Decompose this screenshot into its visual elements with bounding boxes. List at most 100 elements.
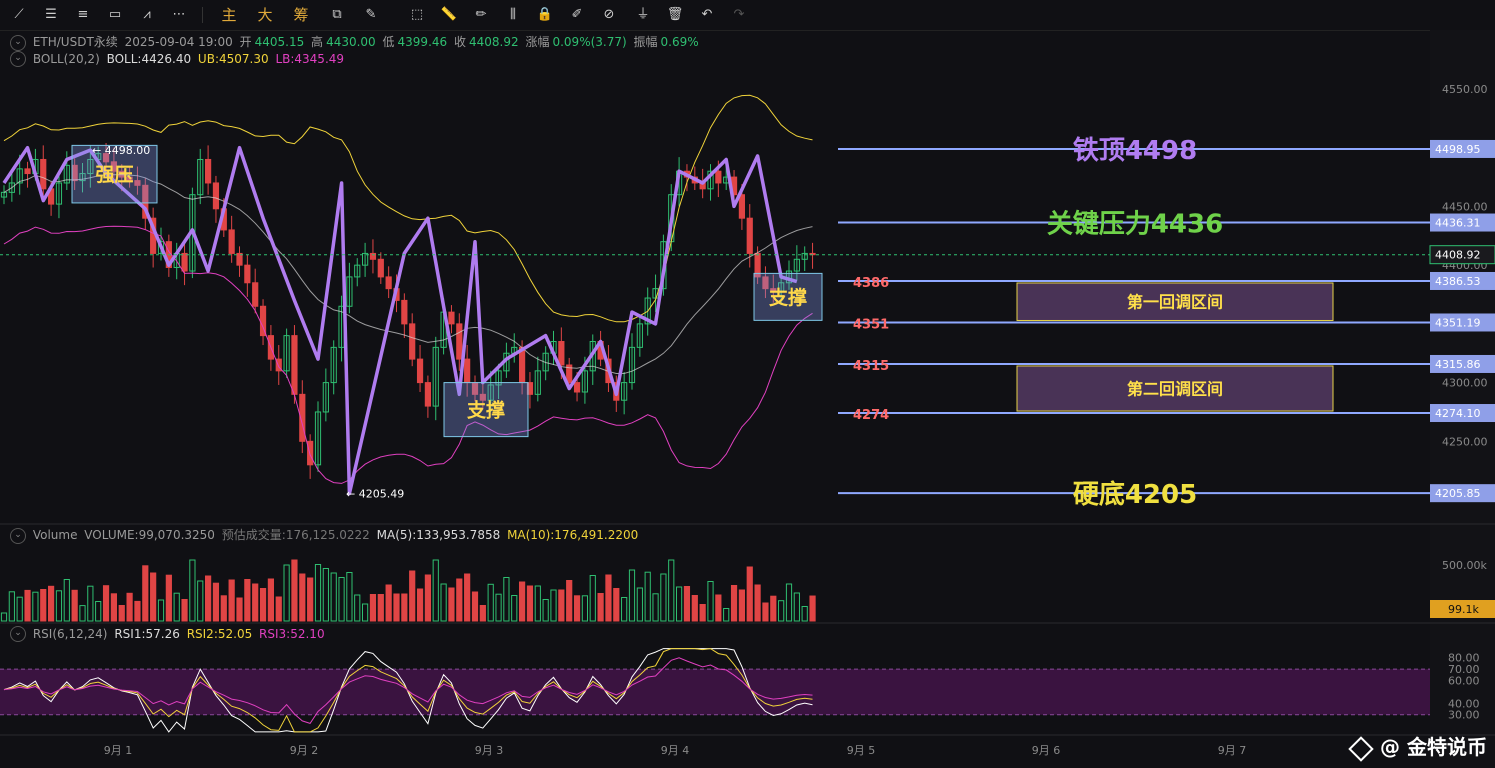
chart-area[interactable]: 4550.004450.004400.004300.004250.00强压支撑支…: [0, 30, 1495, 768]
volume-bar: [558, 589, 565, 622]
volume-bar: [102, 585, 110, 622]
volume-header: ⌄ Volume VOLUME:99,070.3250 预估成交量:176,12…: [10, 526, 641, 544]
volume-bar: [322, 568, 329, 622]
chips-button[interactable]: 筹: [293, 6, 309, 24]
main-indicator-button[interactable]: 主: [221, 6, 237, 24]
volume-bar: [354, 594, 361, 622]
volume-bar: [252, 583, 259, 622]
candle-body: [102, 153, 110, 163]
candle-body: [762, 276, 769, 290]
magnet-icon[interactable]: ⧉: [332, 7, 342, 22]
volume-bar: [511, 595, 518, 622]
collapse-icon[interactable]: ⌄: [10, 34, 26, 51]
volume-bar: [205, 575, 212, 622]
volume-bar: [362, 603, 369, 622]
volume-bar: [259, 588, 267, 622]
wave-tool-icon[interactable]: ⩘: [143, 7, 151, 22]
brush-icon[interactable]: ✎: [365, 7, 377, 22]
volume-bar: [676, 586, 683, 622]
candle-body: [197, 158, 204, 196]
estimated-volume-value: :176,125.0222: [281, 528, 370, 542]
volume-bar: [283, 564, 290, 622]
candle-body: [793, 258, 800, 272]
level-axis-label: 4436.31: [1435, 217, 1481, 230]
rectangle-icon[interactable]: ▭: [108, 7, 122, 22]
rsi2-value: RSI2:52.05: [186, 626, 253, 641]
parallel-channel-icon[interactable]: ≡: [77, 7, 89, 22]
note-icon[interactable]: ✐: [571, 7, 583, 22]
level-value-label: 4274: [853, 408, 889, 423]
line-tool-icon[interactable]: ⟋: [14, 7, 24, 22]
rsi-tick-label: 60.00: [1448, 675, 1480, 688]
candle-body: [573, 382, 581, 393]
candle-body: [55, 182, 63, 205]
filter-icon[interactable]: ⏚: [636, 7, 650, 22]
watermark-text: @ 金特说币: [1380, 735, 1487, 759]
level-axis-label: 4274.10: [1435, 407, 1481, 420]
volume-bar: [738, 589, 745, 622]
candle-body: [181, 252, 188, 272]
candles-icon[interactable]: ⫼: [510, 7, 516, 22]
candle-body: [495, 370, 502, 386]
lock-icon[interactable]: 🔒: [536, 7, 554, 22]
volume-bar: [8, 591, 15, 622]
select-icon[interactable]: ⬚: [410, 7, 424, 22]
collapse-icon[interactable]: ⌄: [10, 51, 26, 67]
level-axis-tag: [1430, 354, 1495, 373]
close-value: 4408.92: [469, 35, 519, 49]
change-label: 涨幅: [525, 35, 550, 49]
level-axis-label: 4205.85: [1435, 487, 1481, 500]
volume-bar: [754, 584, 761, 622]
rsi3-line: [3, 657, 813, 724]
candle-body: [636, 323, 643, 348]
candle-body: [581, 370, 588, 393]
time-tick-label: 9月 4: [661, 744, 690, 757]
candle-body: [63, 164, 70, 184]
candle-body: [126, 176, 133, 182]
rsi2-line: [3, 648, 813, 733]
ruler-icon[interactable]: 📏: [440, 7, 458, 22]
candle-body: [432, 346, 439, 407]
volume-bar: [307, 577, 314, 622]
time-tick-label: 9月 7: [1218, 744, 1247, 757]
drawing-toolbar: ⟋ ☰ ≡ ▭ ⩘ ⋯ 主 大 筹 ⧉ ✎ ⬚ 📏 ✏ ⫼ 🔒 ✐ ⊘ ⏚ 🗑 …: [0, 0, 1495, 31]
large-order-button[interactable]: 大: [257, 6, 273, 24]
collapse-icon[interactable]: ⌄: [10, 527, 26, 544]
candle-body: [377, 258, 384, 278]
symbol-label: ETH/USDT永续: [32, 35, 118, 49]
trash-icon[interactable]: 🗑: [666, 7, 684, 22]
candle-body: [644, 297, 651, 325]
candle-body: [24, 168, 31, 175]
volume-bar: [566, 580, 573, 622]
current-price-tag: [1429, 245, 1495, 265]
volume-bar: [267, 578, 274, 622]
candle-body: [385, 276, 392, 290]
open-value: 4405.15: [254, 35, 305, 49]
open-label: 开: [239, 35, 252, 49]
time-tick-label: 9月 5: [847, 744, 876, 757]
price-tick-label: 4300.00: [1442, 377, 1488, 390]
more-icon[interactable]: ⋯: [172, 7, 186, 22]
diamond-logo-icon: [1348, 735, 1374, 762]
undo-icon[interactable]: ↶: [701, 7, 713, 22]
volume-bar: [48, 585, 55, 622]
rsi-label: RSI(6,12,24): [32, 626, 108, 641]
volume-tick-label: 500.00k: [1442, 559, 1487, 572]
volume-bar: [16, 596, 23, 622]
horizontal-lines-icon[interactable]: ☰: [45, 7, 57, 22]
candle-body: [330, 346, 337, 384]
pencil-icon[interactable]: ✏: [475, 7, 487, 22]
time-tick-label: 9月 6: [1032, 744, 1061, 757]
hide-icon[interactable]: ⊘: [603, 7, 615, 22]
collapse-icon[interactable]: ⌄: [10, 626, 26, 642]
candle-body: [628, 346, 636, 384]
amplitude-label: 振幅: [633, 35, 658, 49]
redo-icon[interactable]: ↷: [733, 7, 745, 22]
volume-bar: [707, 581, 714, 622]
candle-body: [87, 158, 94, 175]
volume-bar: [762, 602, 769, 622]
volume-bar: [581, 595, 588, 622]
candle-body: [558, 340, 565, 366]
volume-bar: [605, 574, 612, 622]
candle-body: [16, 168, 23, 184]
